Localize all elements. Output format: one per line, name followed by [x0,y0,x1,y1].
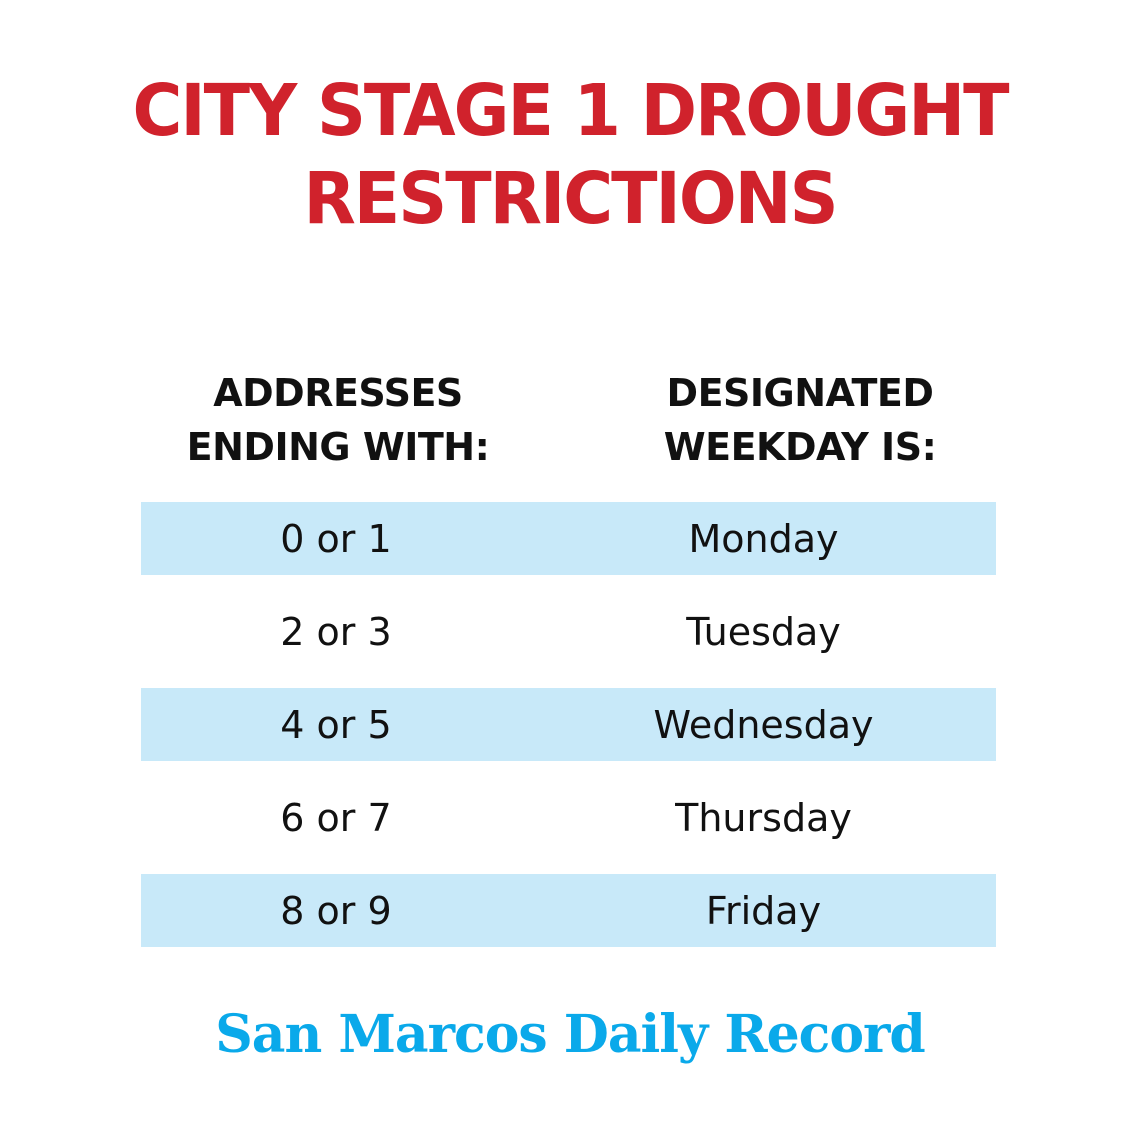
weekday-cell: Wednesday [653,702,874,747]
title-line-2: RESTRICTIONS [303,158,838,242]
column-header-address: ADDRESSES ENDING WITH: [128,366,548,474]
table-row: 8 or 9 Friday [141,874,996,947]
header-weekday-line-1: DESIGNATED [666,371,934,415]
weekday-cell: Monday [688,516,839,561]
table-row: 4 or 5 Wednesday [141,688,996,761]
header-weekday-line-2: WEEKDAY IS: [663,425,937,469]
schedule-table: 0 or 1 Monday 2 or 3 Tuesday 4 or 5 Wedn… [141,502,996,967]
weekday-cell: Tuesday [686,609,841,654]
title-line-1: CITY STAGE 1 DROUGHT [132,69,1009,153]
table-row: 0 or 1 Monday [141,502,996,575]
weekday-cell: Friday [705,888,822,933]
column-header-weekday: DESIGNATED WEEKDAY IS: [590,366,1010,474]
address-cell: 4 or 5 [280,702,392,747]
address-cell: 6 or 7 [280,795,392,840]
page-title: CITY STAGE 1 DROUGHT RESTRICTIONS [0,68,1140,244]
address-cell: 8 or 9 [280,888,392,933]
table-row: 2 or 3 Tuesday [141,595,996,668]
table-row: 6 or 7 Thursday [141,781,996,854]
header-address-line-2: ENDING WITH: [186,425,490,469]
header-address-line-1: ADDRESSES [213,371,463,415]
newspaper-logo: San Marcos Daily Record [215,1004,926,1065]
address-cell: 2 or 3 [280,609,392,654]
weekday-cell: Thursday [675,795,852,840]
address-cell: 0 or 1 [280,516,392,561]
